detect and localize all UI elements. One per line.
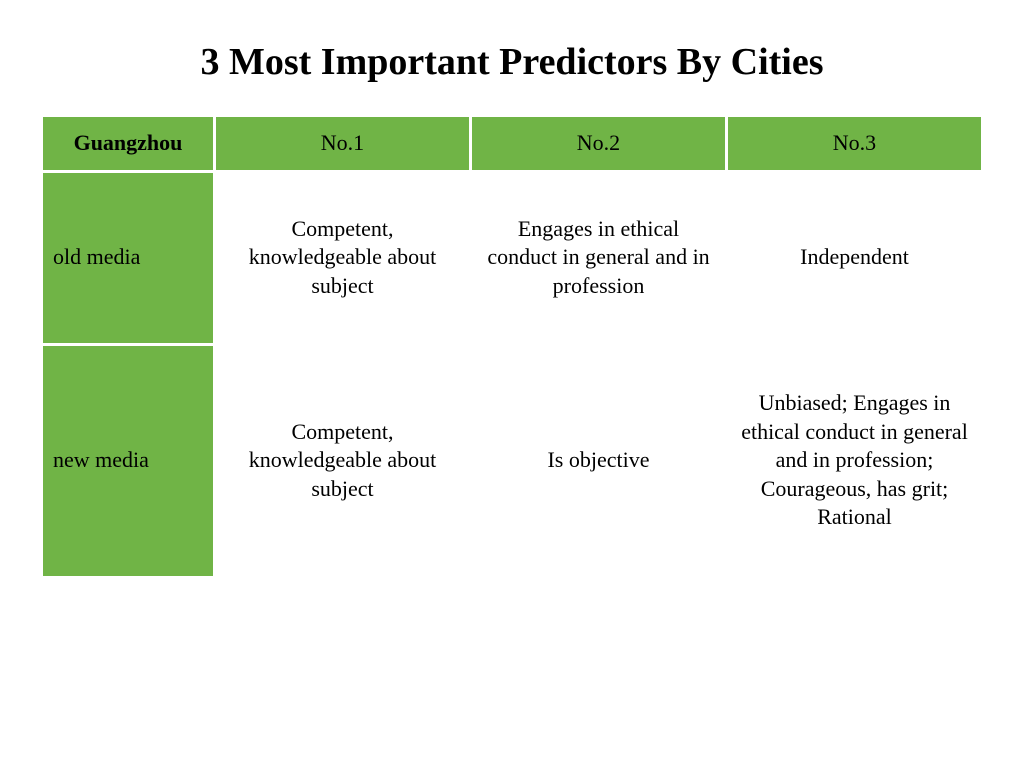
table-header-row: Guangzhou No.1 No.2 No.3: [43, 117, 981, 170]
table-cell: Engages in ethical conduct in general an…: [472, 173, 725, 343]
col-header-1: No.1: [216, 117, 469, 170]
table-cell: Is objective: [472, 346, 725, 576]
row-label: old media: [43, 173, 213, 343]
row-label: new media: [43, 346, 213, 576]
page-title: 3 Most Important Predictors By Cities: [40, 40, 984, 84]
table-cell: Independent: [728, 173, 981, 343]
col-header-3: No.3: [728, 117, 981, 170]
table-cell: Competent, knowledgeable about subject: [216, 346, 469, 576]
table-cell: Competent, knowledgeable about subject: [216, 173, 469, 343]
predictors-table: Guangzhou No.1 No.2 No.3 old media Compe…: [40, 114, 984, 579]
table-row: new media Competent, knowledgeable about…: [43, 346, 981, 576]
col-header-city: Guangzhou: [43, 117, 213, 170]
table-cell: Unbiased; Engages in ethical conduct in …: [728, 346, 981, 576]
col-header-2: No.2: [472, 117, 725, 170]
table-row: old media Competent, knowledgeable about…: [43, 173, 981, 343]
